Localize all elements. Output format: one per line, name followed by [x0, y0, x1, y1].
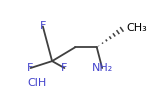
- Text: ClH: ClH: [27, 78, 47, 88]
- Text: F: F: [61, 63, 68, 73]
- Text: F: F: [27, 63, 34, 73]
- Text: NH₂: NH₂: [91, 63, 113, 73]
- Text: CH₃: CH₃: [127, 23, 148, 33]
- Text: F: F: [40, 21, 46, 32]
